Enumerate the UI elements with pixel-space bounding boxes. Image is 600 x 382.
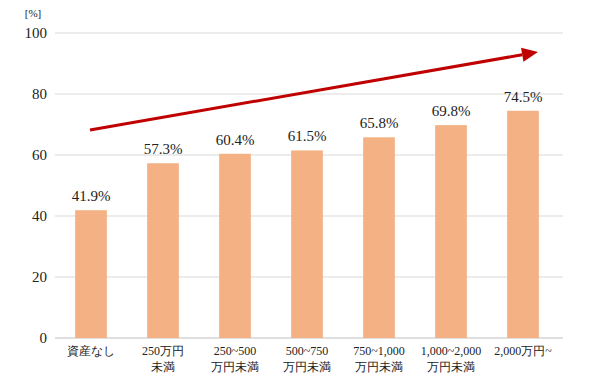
bar <box>435 125 467 338</box>
x-tick-label-line: 750~1,000 <box>353 344 405 358</box>
x-tick-label-line: 万円未満 <box>427 360 475 374</box>
y-tick-label: 80 <box>32 86 47 102</box>
bar <box>507 111 539 338</box>
bar <box>147 163 179 338</box>
x-tick-label-line: 万円未満 <box>355 360 403 374</box>
data-label: 69.8% <box>432 103 471 119</box>
y-tick-label: 0 <box>40 330 48 346</box>
data-label: 41.9% <box>72 188 111 204</box>
trend-arrow-line <box>90 55 522 130</box>
y-tick-label: 20 <box>32 269 47 285</box>
x-tick-label: 2,000万円~ <box>494 344 552 358</box>
grid-line <box>55 33 563 34</box>
x-tick-label: 750~1,000 万円未満 <box>353 344 405 374</box>
x-tick-label-line: 万円未満 <box>283 360 331 374</box>
bar <box>291 150 323 338</box>
bar <box>363 137 395 338</box>
data-label: 65.8% <box>360 115 399 131</box>
x-tick-label-line: 250万円 <box>142 344 184 358</box>
y-tick-label: 60 <box>32 147 47 163</box>
x-tick-label-line: 未満 <box>151 360 175 374</box>
bar <box>219 154 251 338</box>
x-tick-label-line: 250~500 <box>214 344 257 358</box>
y-axis-label: [%] <box>25 7 42 19</box>
chart: 0 20 40 60 80 100 [%] 41.9% 57.3% 60.4% 61.5% 65.8%… <box>0 0 600 382</box>
x-tick-label-line: 万円未満 <box>211 360 259 374</box>
x-tick-label-line: 資産なし <box>67 344 115 358</box>
data-label: 74.5% <box>504 89 543 105</box>
y-tick-label: 40 <box>32 208 47 224</box>
x-tick-label-line: 1,000~2,000 <box>421 344 482 358</box>
x-tick-label: 250~500 万円未満 <box>211 344 259 374</box>
x-tick-label: 500~750 万円未満 <box>283 344 331 374</box>
x-tick-label: 250万円未満 <box>142 344 184 374</box>
trend-arrow-head <box>521 48 538 62</box>
x-tick-label: 1,000~2,000 万円未満 <box>421 344 482 374</box>
data-label: 57.3% <box>144 141 183 157</box>
bar <box>75 210 107 338</box>
x-tick-label: 資産なし <box>67 344 115 358</box>
x-tick-label-line: 500~750 <box>286 344 329 358</box>
grid-line <box>55 94 563 95</box>
data-label: 61.5% <box>288 128 327 144</box>
data-label: 60.4% <box>216 132 255 148</box>
x-tick-label-line: 2,000万円~ <box>494 344 552 358</box>
y-tick-label: 100 <box>25 25 48 41</box>
